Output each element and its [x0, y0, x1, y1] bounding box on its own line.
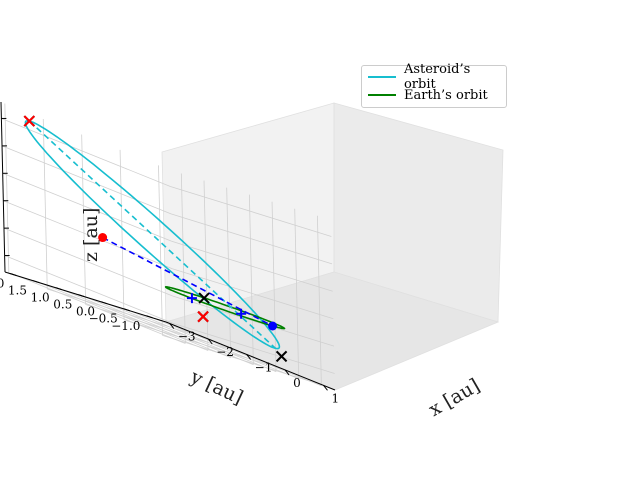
grid-line-z [170, 213, 333, 265]
grid-line-y [226, 187, 232, 358]
grid-line-z [1, 118, 171, 187]
x-tick-mark [323, 385, 328, 391]
axes-panes [161, 102, 504, 391]
grid-line-y [84, 296, 254, 366]
cross-stroke [275, 350, 288, 363]
legend-item-asteroid: Asteroid’s orbit [368, 62, 506, 92]
y-tick-label: 0.5 [53, 298, 72, 312]
asteroid-point [98, 233, 108, 243]
y-tick-mark [55, 287, 62, 291]
grid-line-x [4, 103, 10, 274]
y-tick-mark [10, 273, 17, 276]
z-axis-line [0, 101, 6, 273]
orbit-asteroid [24, 119, 281, 350]
x-tick-mark [246, 354, 252, 360]
y-tick-label: 1.5 [8, 284, 27, 298]
cross-marker [197, 310, 209, 323]
cross-marker [23, 115, 36, 127]
grid-line-z [171, 240, 333, 292]
cross-stroke [23, 115, 36, 127]
x-axis-line [165, 321, 336, 391]
grid-line-y [61, 289, 231, 358]
y-tick-mark [78, 294, 85, 298]
z-axis-label: z [au] [80, 208, 102, 262]
x-axis-label: x [au] [425, 374, 484, 421]
legend: Asteroid’s orbit Earth’s orbit [361, 62, 507, 108]
grid-line-y [16, 275, 186, 344]
grid-line-y [316, 215, 322, 386]
grid-line-z [3, 227, 174, 297]
x-tick-mark [207, 338, 213, 345]
y-tick-mark [146, 315, 153, 319]
y-tick-label: 1.0 [31, 291, 50, 305]
line-of-nodes [102, 236, 273, 327]
grid-line-y [271, 201, 277, 372]
legend-item-earth: Earth’s orbit [368, 87, 488, 103]
y-tick-label: −0.5 [89, 312, 118, 326]
grid-line-y [106, 303, 277, 373]
plus-marker [236, 308, 247, 319]
y-axis-label: y [au] [186, 365, 246, 409]
y-tick-mark [123, 308, 130, 312]
x-tick-label: −3 [178, 330, 196, 344]
orbit-earth [164, 285, 286, 330]
y-tick-mark [100, 301, 108, 305]
grid-line-z [172, 295, 335, 347]
plot-area [23, 115, 288, 363]
y-axis-line [4, 271, 167, 323]
grid-line-z [2, 172, 172, 242]
x-tick-label: 0 [293, 376, 301, 390]
legend-swatch-earth [368, 94, 396, 96]
y-tick-label: 0.0 [76, 305, 95, 319]
x-tick-mark [284, 369, 290, 376]
earth-point [268, 321, 278, 331]
cross-stroke [198, 292, 210, 304]
axis-lines [0, 101, 336, 391]
x-tick-mark [169, 323, 175, 329]
cross-marker [275, 350, 288, 363]
grid-line-z [4, 255, 174, 324]
grid-line-x [119, 149, 125, 320]
grid-line-x [158, 165, 163, 336]
legend-swatch-asteroid [368, 76, 396, 78]
grid-line-y [38, 282, 209, 351]
grid-line-z [173, 323, 335, 374]
x-tick-label: −1 [255, 360, 273, 374]
legend-label-asteroid: Asteroid’s orbit [403, 62, 471, 92]
x-tick-label: −2 [216, 345, 234, 359]
grid-line-y [180, 173, 186, 344]
grid-line-y [294, 208, 300, 379]
grid-line-z [1, 145, 172, 215]
x-tick-label: 1 [331, 391, 339, 405]
apsis-line [28, 120, 277, 349]
tick-labels: −3−2−101−1.0−0.50.00.51.01.52.0−0.020.00… [0, 277, 339, 406]
grid-line-y [129, 310, 299, 380]
grid-line-x [81, 134, 87, 305]
y-tick-label: −1.0 [111, 319, 140, 333]
legend-label-earth: Earth’s orbit [404, 87, 488, 103]
plus-marker [186, 293, 197, 304]
y-tick-label: 2.0 [0, 277, 4, 291]
grid-line-z [170, 186, 332, 237]
grid-line-x [42, 118, 48, 290]
grid-line-z [3, 200, 173, 270]
cross-stroke [197, 310, 209, 323]
cross-marker [198, 292, 210, 304]
y-tick-mark [32, 280, 40, 284]
grid-line-y [152, 317, 322, 387]
